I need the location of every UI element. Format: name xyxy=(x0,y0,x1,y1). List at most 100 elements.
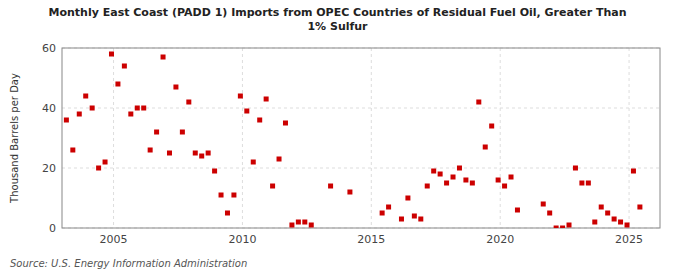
grid-line xyxy=(62,168,660,169)
point xyxy=(438,172,443,177)
chart: 0 20 40 60 2005 2010 2015 2020 2025 Monthly East … xyxy=(0,0,675,275)
point xyxy=(612,217,617,222)
point xyxy=(489,124,494,129)
point xyxy=(77,112,82,117)
point xyxy=(244,109,249,114)
point xyxy=(386,205,391,210)
point xyxy=(418,217,423,222)
point xyxy=(444,181,449,186)
point xyxy=(573,166,578,171)
point xyxy=(476,100,481,105)
point xyxy=(567,223,572,228)
axis-label: Thousand Barrels per Day xyxy=(9,73,20,204)
point xyxy=(231,193,236,198)
point xyxy=(470,181,475,186)
tick-label: 20 xyxy=(42,162,56,175)
point xyxy=(103,160,108,165)
point xyxy=(161,55,166,60)
point xyxy=(541,202,546,207)
point xyxy=(483,145,488,150)
point xyxy=(90,106,95,111)
tick-label: 2010 xyxy=(228,233,256,246)
point xyxy=(509,175,514,180)
point xyxy=(154,130,159,135)
point xyxy=(463,178,468,183)
grid xyxy=(62,48,660,228)
point xyxy=(83,94,88,99)
point xyxy=(380,211,385,216)
point xyxy=(599,205,604,210)
point xyxy=(135,106,140,111)
point xyxy=(212,169,217,174)
point xyxy=(451,175,456,180)
point xyxy=(193,151,198,156)
point xyxy=(64,118,69,123)
point xyxy=(547,211,552,216)
point xyxy=(554,226,559,229)
point xyxy=(264,97,269,102)
point xyxy=(277,157,282,162)
point xyxy=(625,223,630,228)
points xyxy=(64,52,643,229)
point xyxy=(605,211,610,216)
point xyxy=(70,148,75,153)
point xyxy=(225,211,230,216)
point xyxy=(560,226,565,229)
point xyxy=(219,193,224,198)
point xyxy=(496,178,501,183)
source: Source: U.S. Energy Information Administ… xyxy=(10,258,247,269)
point xyxy=(122,64,127,69)
point xyxy=(257,118,262,123)
point xyxy=(115,82,120,87)
point xyxy=(457,166,462,171)
point xyxy=(206,151,211,156)
title: Monthly East Coast (PADD 1) Imports from… xyxy=(49,6,627,33)
grid-line xyxy=(62,108,660,109)
tick-label: 2005 xyxy=(100,233,128,246)
point xyxy=(128,112,133,117)
point xyxy=(302,220,307,225)
point xyxy=(309,223,314,228)
point xyxy=(631,169,636,174)
tick-label: 40 xyxy=(42,102,56,115)
tick-label: 2025 xyxy=(615,233,643,246)
plot-frame xyxy=(62,48,660,228)
point xyxy=(109,52,114,57)
point xyxy=(347,190,352,195)
point xyxy=(425,184,430,189)
point xyxy=(199,154,204,159)
tick-label: 2020 xyxy=(486,233,514,246)
point xyxy=(431,169,436,174)
point xyxy=(238,94,243,99)
point xyxy=(289,223,294,228)
point xyxy=(399,217,404,222)
plot-area xyxy=(62,48,660,228)
point xyxy=(270,184,275,189)
point xyxy=(283,121,288,126)
point xyxy=(515,208,520,213)
point xyxy=(592,220,597,225)
point xyxy=(251,160,256,165)
point xyxy=(502,184,507,189)
point xyxy=(412,214,417,219)
grid-line xyxy=(113,48,114,228)
tick-label: 2015 xyxy=(357,233,385,246)
point xyxy=(148,148,153,153)
grid-line xyxy=(371,48,372,228)
tick-label: 0 xyxy=(49,222,56,235)
grid-line xyxy=(242,48,243,228)
point xyxy=(186,100,191,105)
point xyxy=(637,205,642,210)
point xyxy=(173,85,178,90)
point xyxy=(141,106,146,111)
point xyxy=(618,220,623,225)
grid-line xyxy=(629,48,630,228)
point xyxy=(167,151,172,156)
point xyxy=(328,184,333,189)
point xyxy=(180,130,185,135)
tick-label: 60 xyxy=(42,42,56,55)
point xyxy=(96,166,101,171)
grid-line xyxy=(500,48,501,228)
point xyxy=(296,220,301,225)
point xyxy=(586,181,591,186)
